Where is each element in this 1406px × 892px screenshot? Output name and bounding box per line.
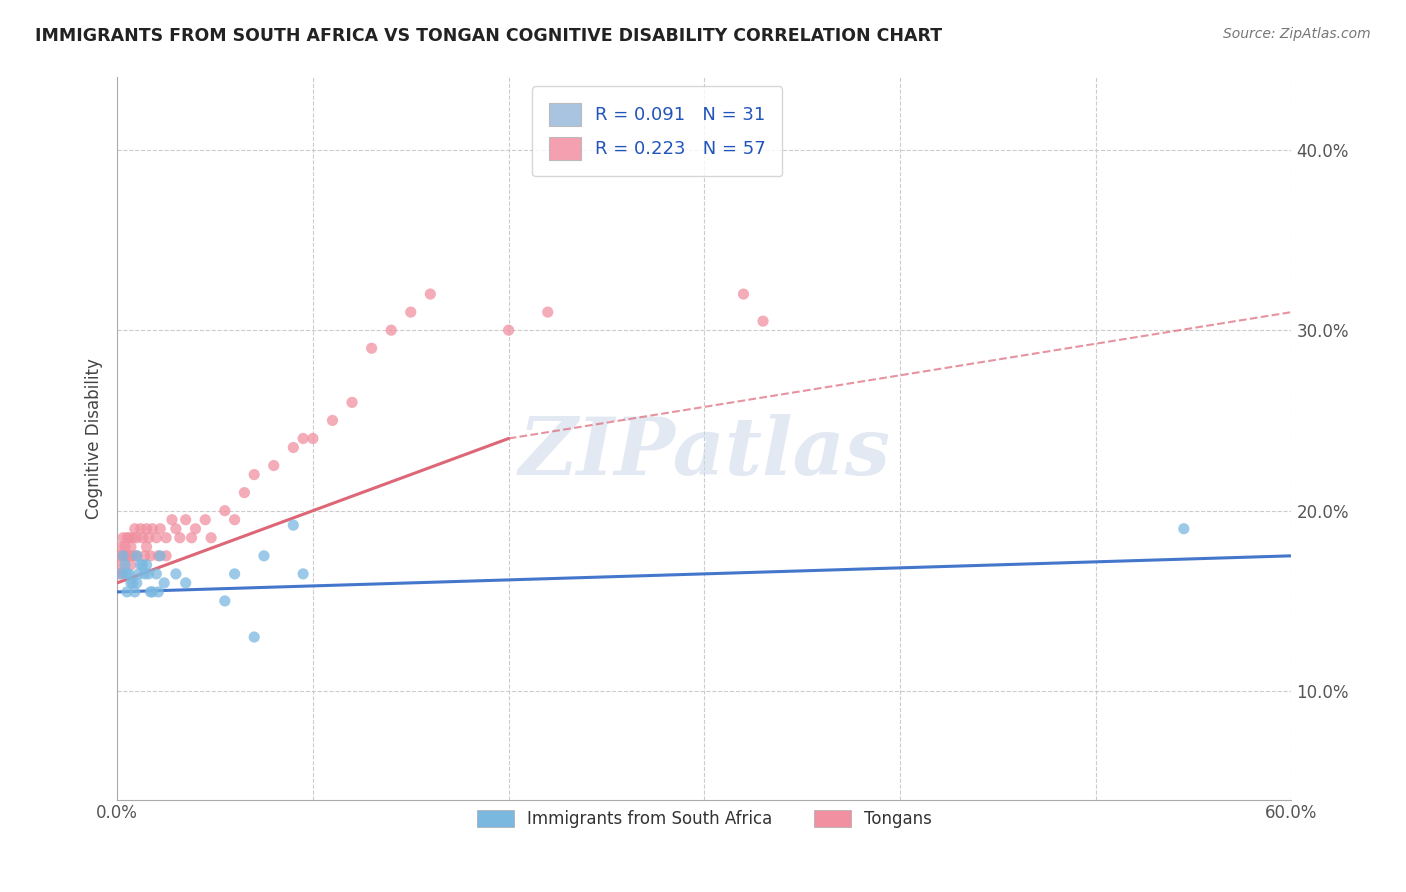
- Point: [498, 323, 520, 337]
- Point: [537, 305, 560, 319]
- Point: [165, 566, 187, 581]
- Point: [145, 566, 167, 581]
- Point: [135, 540, 157, 554]
- Point: [340, 395, 363, 409]
- Text: IMMIGRANTS FROM SOUTH AFRICA VS TONGAN COGNITIVE DISABILITY CORRELATION CHART: IMMIGRANTS FROM SOUTH AFRICA VS TONGAN C…: [35, 27, 942, 45]
- Point: [399, 305, 422, 319]
- Point: [321, 413, 343, 427]
- Point: [243, 467, 266, 482]
- Point: [134, 549, 156, 563]
- Point: [115, 585, 138, 599]
- Point: [214, 594, 236, 608]
- Point: [108, 549, 131, 563]
- Point: [138, 566, 160, 581]
- Point: [194, 513, 217, 527]
- Point: [114, 549, 136, 563]
- Point: [120, 540, 142, 554]
- Point: [214, 504, 236, 518]
- Point: [174, 575, 197, 590]
- Point: [233, 485, 256, 500]
- Point: [112, 531, 135, 545]
- Point: [128, 566, 150, 581]
- Point: [148, 585, 170, 599]
- Text: Source: ZipAtlas.com: Source: ZipAtlas.com: [1223, 27, 1371, 41]
- Point: [129, 558, 152, 572]
- Point: [200, 531, 222, 545]
- Y-axis label: Cognitive Disability: Cognitive Disability: [86, 358, 103, 519]
- Point: [135, 558, 157, 572]
- Point: [125, 549, 148, 563]
- Legend: Immigrants from South Africa, Tongans: Immigrants from South Africa, Tongans: [470, 803, 938, 835]
- Point: [112, 549, 135, 563]
- Point: [253, 549, 276, 563]
- Point: [108, 566, 131, 581]
- Point: [121, 549, 143, 563]
- Point: [419, 287, 441, 301]
- Point: [1173, 522, 1195, 536]
- Point: [118, 531, 141, 545]
- Point: [184, 522, 207, 536]
- Point: [139, 585, 162, 599]
- Point: [131, 558, 153, 572]
- Point: [125, 549, 148, 563]
- Point: [141, 585, 163, 599]
- Point: [224, 566, 246, 581]
- Point: [134, 566, 156, 581]
- Point: [110, 558, 132, 572]
- Point: [148, 549, 170, 563]
- Point: [360, 341, 382, 355]
- Point: [138, 531, 160, 545]
- Point: [115, 531, 138, 545]
- Point: [121, 575, 143, 590]
- Point: [112, 549, 135, 563]
- Point: [149, 549, 172, 563]
- Point: [155, 531, 177, 545]
- Point: [139, 549, 162, 563]
- Point: [115, 549, 138, 563]
- Point: [131, 531, 153, 545]
- Point: [145, 531, 167, 545]
- Point: [733, 287, 755, 301]
- Text: ZIPatlas: ZIPatlas: [519, 414, 890, 491]
- Point: [302, 432, 325, 446]
- Point: [752, 314, 775, 328]
- Point: [124, 522, 146, 536]
- Point: [110, 540, 132, 554]
- Point: [160, 513, 183, 527]
- Point: [129, 522, 152, 536]
- Point: [135, 522, 157, 536]
- Point: [180, 531, 202, 545]
- Point: [380, 323, 402, 337]
- Point: [110, 566, 132, 581]
- Point: [224, 513, 246, 527]
- Point: [165, 522, 187, 536]
- Point: [118, 566, 141, 581]
- Point: [114, 540, 136, 554]
- Point: [124, 585, 146, 599]
- Point: [292, 566, 315, 581]
- Point: [125, 531, 148, 545]
- Point: [112, 566, 135, 581]
- Point: [292, 432, 315, 446]
- Point: [114, 558, 136, 572]
- Point: [283, 518, 305, 533]
- Point: [141, 522, 163, 536]
- Point: [121, 531, 143, 545]
- Point: [153, 575, 176, 590]
- Point: [174, 513, 197, 527]
- Point: [120, 558, 142, 572]
- Point: [283, 441, 305, 455]
- Point: [243, 630, 266, 644]
- Point: [118, 549, 141, 563]
- Point: [263, 458, 285, 473]
- Point: [120, 575, 142, 590]
- Point: [155, 549, 177, 563]
- Point: [169, 531, 191, 545]
- Point: [125, 575, 148, 590]
- Point: [149, 522, 172, 536]
- Point: [115, 566, 138, 581]
